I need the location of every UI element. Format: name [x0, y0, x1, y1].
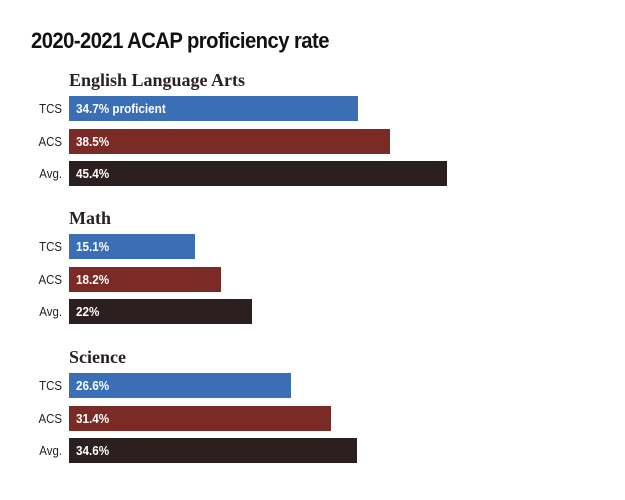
bar: 38.5%	[69, 128, 390, 154]
category-label: Avg.	[39, 166, 62, 181]
data-label: 45.4%	[76, 166, 110, 181]
data-label: 22%	[76, 304, 100, 319]
bar: 34.7% proficient	[69, 96, 359, 121]
group-title: Science	[69, 347, 126, 367]
data-label: 15.1%	[76, 239, 110, 254]
category-label: TCS	[39, 101, 62, 116]
bar: 45.4%	[69, 161, 448, 186]
data-label: 34.6%	[76, 443, 110, 458]
data-label: 26.6%	[76, 378, 110, 393]
data-label: 31.4%	[76, 410, 110, 426]
group-title: English Language Arts	[69, 70, 246, 90]
category-label: Avg.	[39, 443, 62, 458]
category-label: ACS	[38, 133, 62, 149]
category-label: ACS	[38, 410, 62, 426]
chart-title: 2020-2021 ACAP proficiency rate	[31, 28, 329, 53]
bar: 15.1%	[69, 234, 195, 259]
data-label: 34.7% proficient	[76, 101, 166, 116]
bar: 34.6%	[69, 438, 358, 463]
category-label: ACS	[38, 271, 62, 287]
category-label: TCS	[39, 239, 62, 254]
bar: 22%	[69, 299, 253, 324]
bar: 26.6%	[69, 373, 291, 398]
bar: 18.2%	[69, 266, 221, 292]
bar: 31.4%	[69, 405, 331, 431]
data-label: 38.5%	[76, 133, 110, 149]
data-label: 18.2%	[76, 271, 110, 287]
category-label: TCS	[39, 378, 62, 393]
group-title: Math	[69, 208, 111, 228]
category-label: Avg.	[39, 304, 62, 319]
